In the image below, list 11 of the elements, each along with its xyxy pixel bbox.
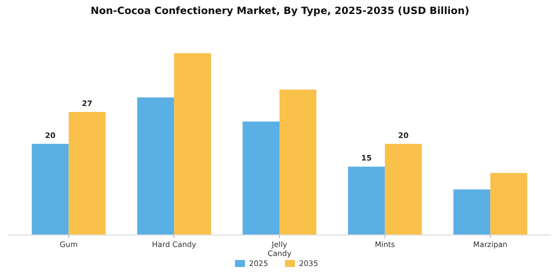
bar bbox=[384, 144, 422, 235]
bar bbox=[348, 166, 385, 235]
bar bbox=[137, 97, 174, 235]
bar bbox=[32, 144, 69, 235]
bar bbox=[68, 112, 106, 235]
bar bbox=[242, 122, 280, 235]
bar bbox=[280, 90, 316, 235]
bar bbox=[453, 189, 490, 235]
chart-title: Non-Cocoa Confectionery Market, By Type, 2025-2035 (USD Billion) bbox=[90, 6, 470, 17]
bar bbox=[490, 173, 528, 235]
bar bbox=[174, 53, 211, 235]
